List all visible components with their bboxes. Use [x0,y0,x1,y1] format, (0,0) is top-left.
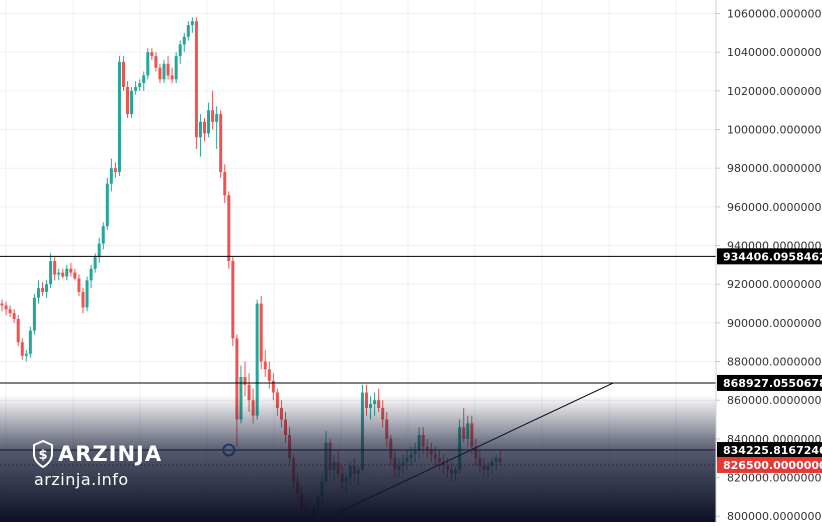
candle-body [203,121,206,134]
candle-body [178,44,182,57]
candle-body [130,90,134,115]
candle-body [146,52,150,76]
candle-body [255,303,259,416]
level-price-tag [717,374,822,391]
candle-body [93,257,97,269]
candle-body [41,288,44,292]
candle-body [109,168,113,184]
candle-body [81,291,85,308]
current-price-tag [717,456,822,473]
candle-body [198,121,202,138]
candle-body [219,114,223,173]
candle-body [166,63,170,76]
candle-body [4,305,8,310]
candle-body [126,87,130,115]
candle-body [57,272,61,275]
candle-body [259,303,263,362]
candle-body [271,380,275,393]
axis-tick-label: 800000.0000000 [727,510,821,522]
axis-tick-label: 1040000.0000000 [727,46,822,59]
candle-body [190,21,194,26]
candle-body [24,353,28,356]
candle-body [247,384,251,401]
candle-body [73,272,77,279]
candle-body [186,25,190,37]
candle-body [36,288,40,298]
candle-body [61,272,65,277]
brand-url: arzinja.info [34,470,129,489]
candle-body [85,280,89,308]
candle-body [97,243,101,258]
candle-body [231,261,235,339]
candle-body [182,36,186,45]
candle-body [49,261,53,285]
candle-body [65,268,69,277]
candle-body [105,183,109,227]
candle-body [154,56,158,68]
candle-body [117,61,121,173]
candle-body [235,338,239,420]
candle-body [263,361,267,370]
candle-body [243,377,247,385]
axis-tick-label: 1000000.0000000 [727,124,822,137]
level-price-label: 934406.0958462 [723,250,822,263]
arzinja-logo-icon: $ [33,440,53,468]
level-price-tag [717,248,822,265]
candle-body [223,172,227,196]
axis-tick-label: 960000.0000000 [727,201,821,214]
price-tags: 934406.0958462 868927.0550678 834225.81672… [717,248,822,473]
candle-body [211,110,215,122]
candle-body [162,63,166,80]
axis-tick-label: 980000.0000000 [727,162,821,175]
current-price-label: 826500.0000000 [723,459,822,472]
candle-body [0,303,4,306]
candle-body [174,56,178,80]
axis-tick-label: 860000.0000000 [727,394,821,407]
candle-body [134,87,138,91]
level-price-label: 834225.8167246 [723,444,822,457]
level-price-tag [717,442,822,459]
candle-body [150,52,154,57]
axis-tick-label: 1060000.0000000 [727,8,822,21]
candle-body [101,226,105,244]
candle-body [89,268,93,281]
candle-body [227,195,231,261]
brand-name: ARZINJA [58,442,163,466]
candle-body [142,75,146,84]
axis-tick-label: 820000.0000000 [727,472,821,485]
candle-body [8,309,12,314]
candle-body [28,330,32,354]
candle-body [45,284,49,292]
candle-body [32,297,36,331]
candle-body [267,369,271,381]
candle-body [77,278,81,292]
axis-tick-label: 880000.0000000 [727,356,821,369]
candle-body [12,313,16,319]
axis-tick-label: 900000.0000000 [727,317,821,330]
axis-tick-label: 1020000.0000000 [727,85,822,98]
candle-body [16,319,20,343]
level-price-label: 868927.0550678 [723,377,822,390]
candle-body [215,114,219,122]
brand-overlay [0,395,716,522]
candle-body [53,261,57,275]
axis-tick-label: 920000.0000000 [727,278,821,291]
candle-body [122,61,125,87]
candle-body [207,110,211,134]
brand-watermark: $ ARZINJA arzinja.info [32,440,162,489]
candle-body [113,168,117,173]
candle-body [69,268,73,273]
svg-text:$: $ [38,448,47,463]
candle-body [170,75,174,80]
candle-body [158,67,162,80]
candle-body [194,21,198,138]
candle-body [138,83,142,87]
candle-body [20,342,24,356]
